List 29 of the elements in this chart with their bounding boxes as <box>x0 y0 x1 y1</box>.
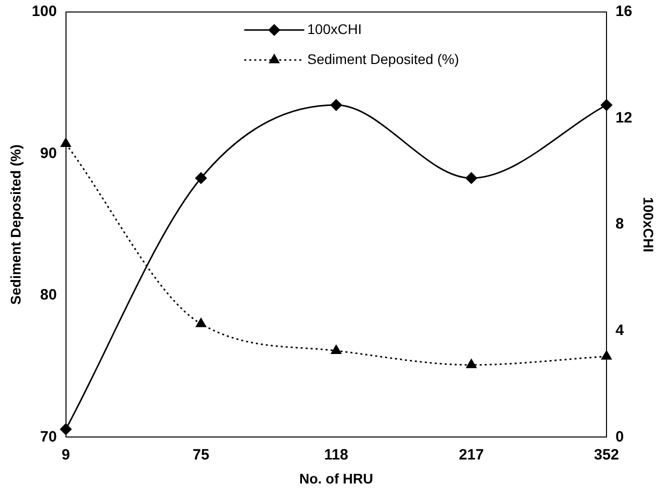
point <box>330 99 342 111</box>
point <box>331 344 342 354</box>
x-tick-label: 217 <box>458 446 484 464</box>
point <box>600 99 612 111</box>
y-tick-label: 90 <box>40 144 57 162</box>
point <box>601 350 612 360</box>
y2-tick-label: 8 <box>616 216 624 233</box>
x-tick-label: 9 <box>62 446 70 464</box>
y2-tick-label: 4 <box>616 322 625 340</box>
y2-tick-label: 0 <box>616 428 624 446</box>
y-axis-title: Sediment Deposited (%) <box>7 144 24 305</box>
x-tick-label: 75 <box>192 446 210 464</box>
point <box>196 318 206 328</box>
point <box>466 359 476 368</box>
x-tick-label: 118 <box>324 446 348 464</box>
y-tick-label: 100 <box>32 3 57 20</box>
x-tick-label: 352 <box>594 446 620 464</box>
point <box>60 423 72 435</box>
x-axis-title: No. of HRU <box>299 470 374 486</box>
legend-label: Sediment Deposited (%) <box>307 50 460 67</box>
legend-label: 100xCHI <box>307 20 362 37</box>
y2-tick-label: 12 <box>616 109 632 126</box>
point <box>466 172 478 184</box>
y-tick-label: 80 <box>40 286 57 304</box>
point <box>60 138 71 148</box>
y-tick-label: 70 <box>40 428 57 446</box>
y2-tick-label: 16 <box>616 3 632 20</box>
y2-axis-title: 100xCHI <box>640 196 657 252</box>
point <box>195 172 207 184</box>
